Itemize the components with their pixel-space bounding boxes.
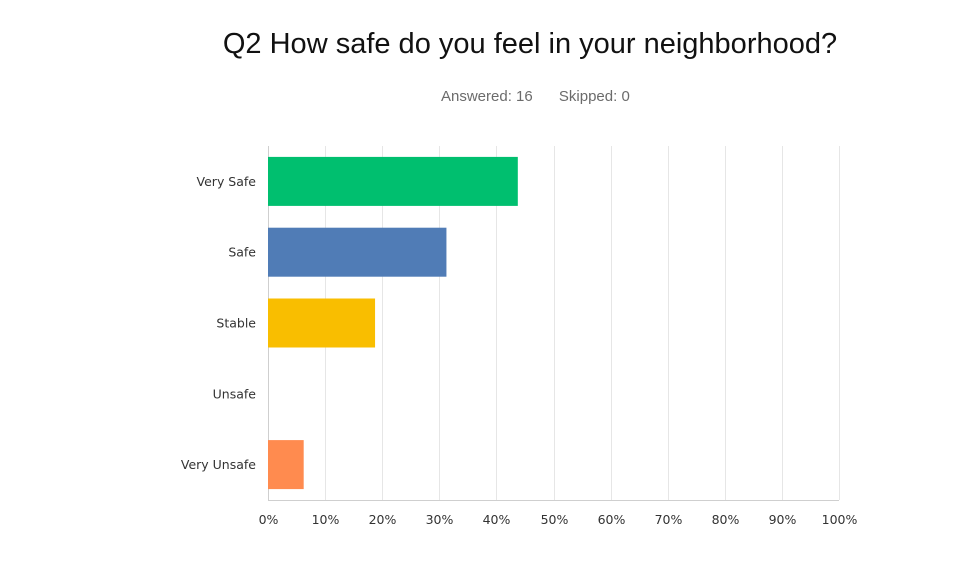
x-tick-label: 80% [712, 512, 740, 527]
category-label: Very Safe [197, 174, 257, 189]
x-tick-label: 100% [822, 512, 858, 527]
chart-title: Q2 How safe do you feel in your neighbor… [222, 28, 838, 60]
bars [268, 156, 518, 490]
x-axis-tick-labels: 0% 10% 20% 30% 40% 50% 60% 70% 80% 90% 100% [259, 512, 858, 527]
x-tick-label: 70% [655, 512, 683, 527]
category-label: Very Unsafe [181, 457, 256, 472]
x-tick-label: 90% [769, 512, 797, 527]
bar-stable [268, 298, 376, 348]
response-stats: Answered: 16 Skipped: 0 [441, 88, 630, 105]
grid-lines [268, 146, 840, 501]
skipped-count: Skipped: 0 [558, 88, 630, 105]
x-tick-label: 30% [426, 512, 454, 527]
category-label: Unsafe [213, 386, 257, 401]
bar-safe [268, 227, 447, 277]
x-tick-label: 40% [483, 512, 511, 527]
category-label: Stable [216, 316, 256, 331]
category-labels: Very Safe Safe Stable Unsafe Very Unsafe [181, 174, 256, 472]
x-tick-label: 20% [369, 512, 397, 527]
bar-very-unsafe [268, 440, 304, 490]
x-tick-label: 0% [259, 512, 279, 527]
answered-count: Answered: 16 [441, 88, 533, 105]
x-tick-label: 60% [598, 512, 626, 527]
x-tick-label: 10% [312, 512, 340, 527]
category-label: Safe [228, 245, 256, 260]
bar-very-safe [268, 156, 518, 206]
x-tick-label: 50% [541, 512, 569, 527]
